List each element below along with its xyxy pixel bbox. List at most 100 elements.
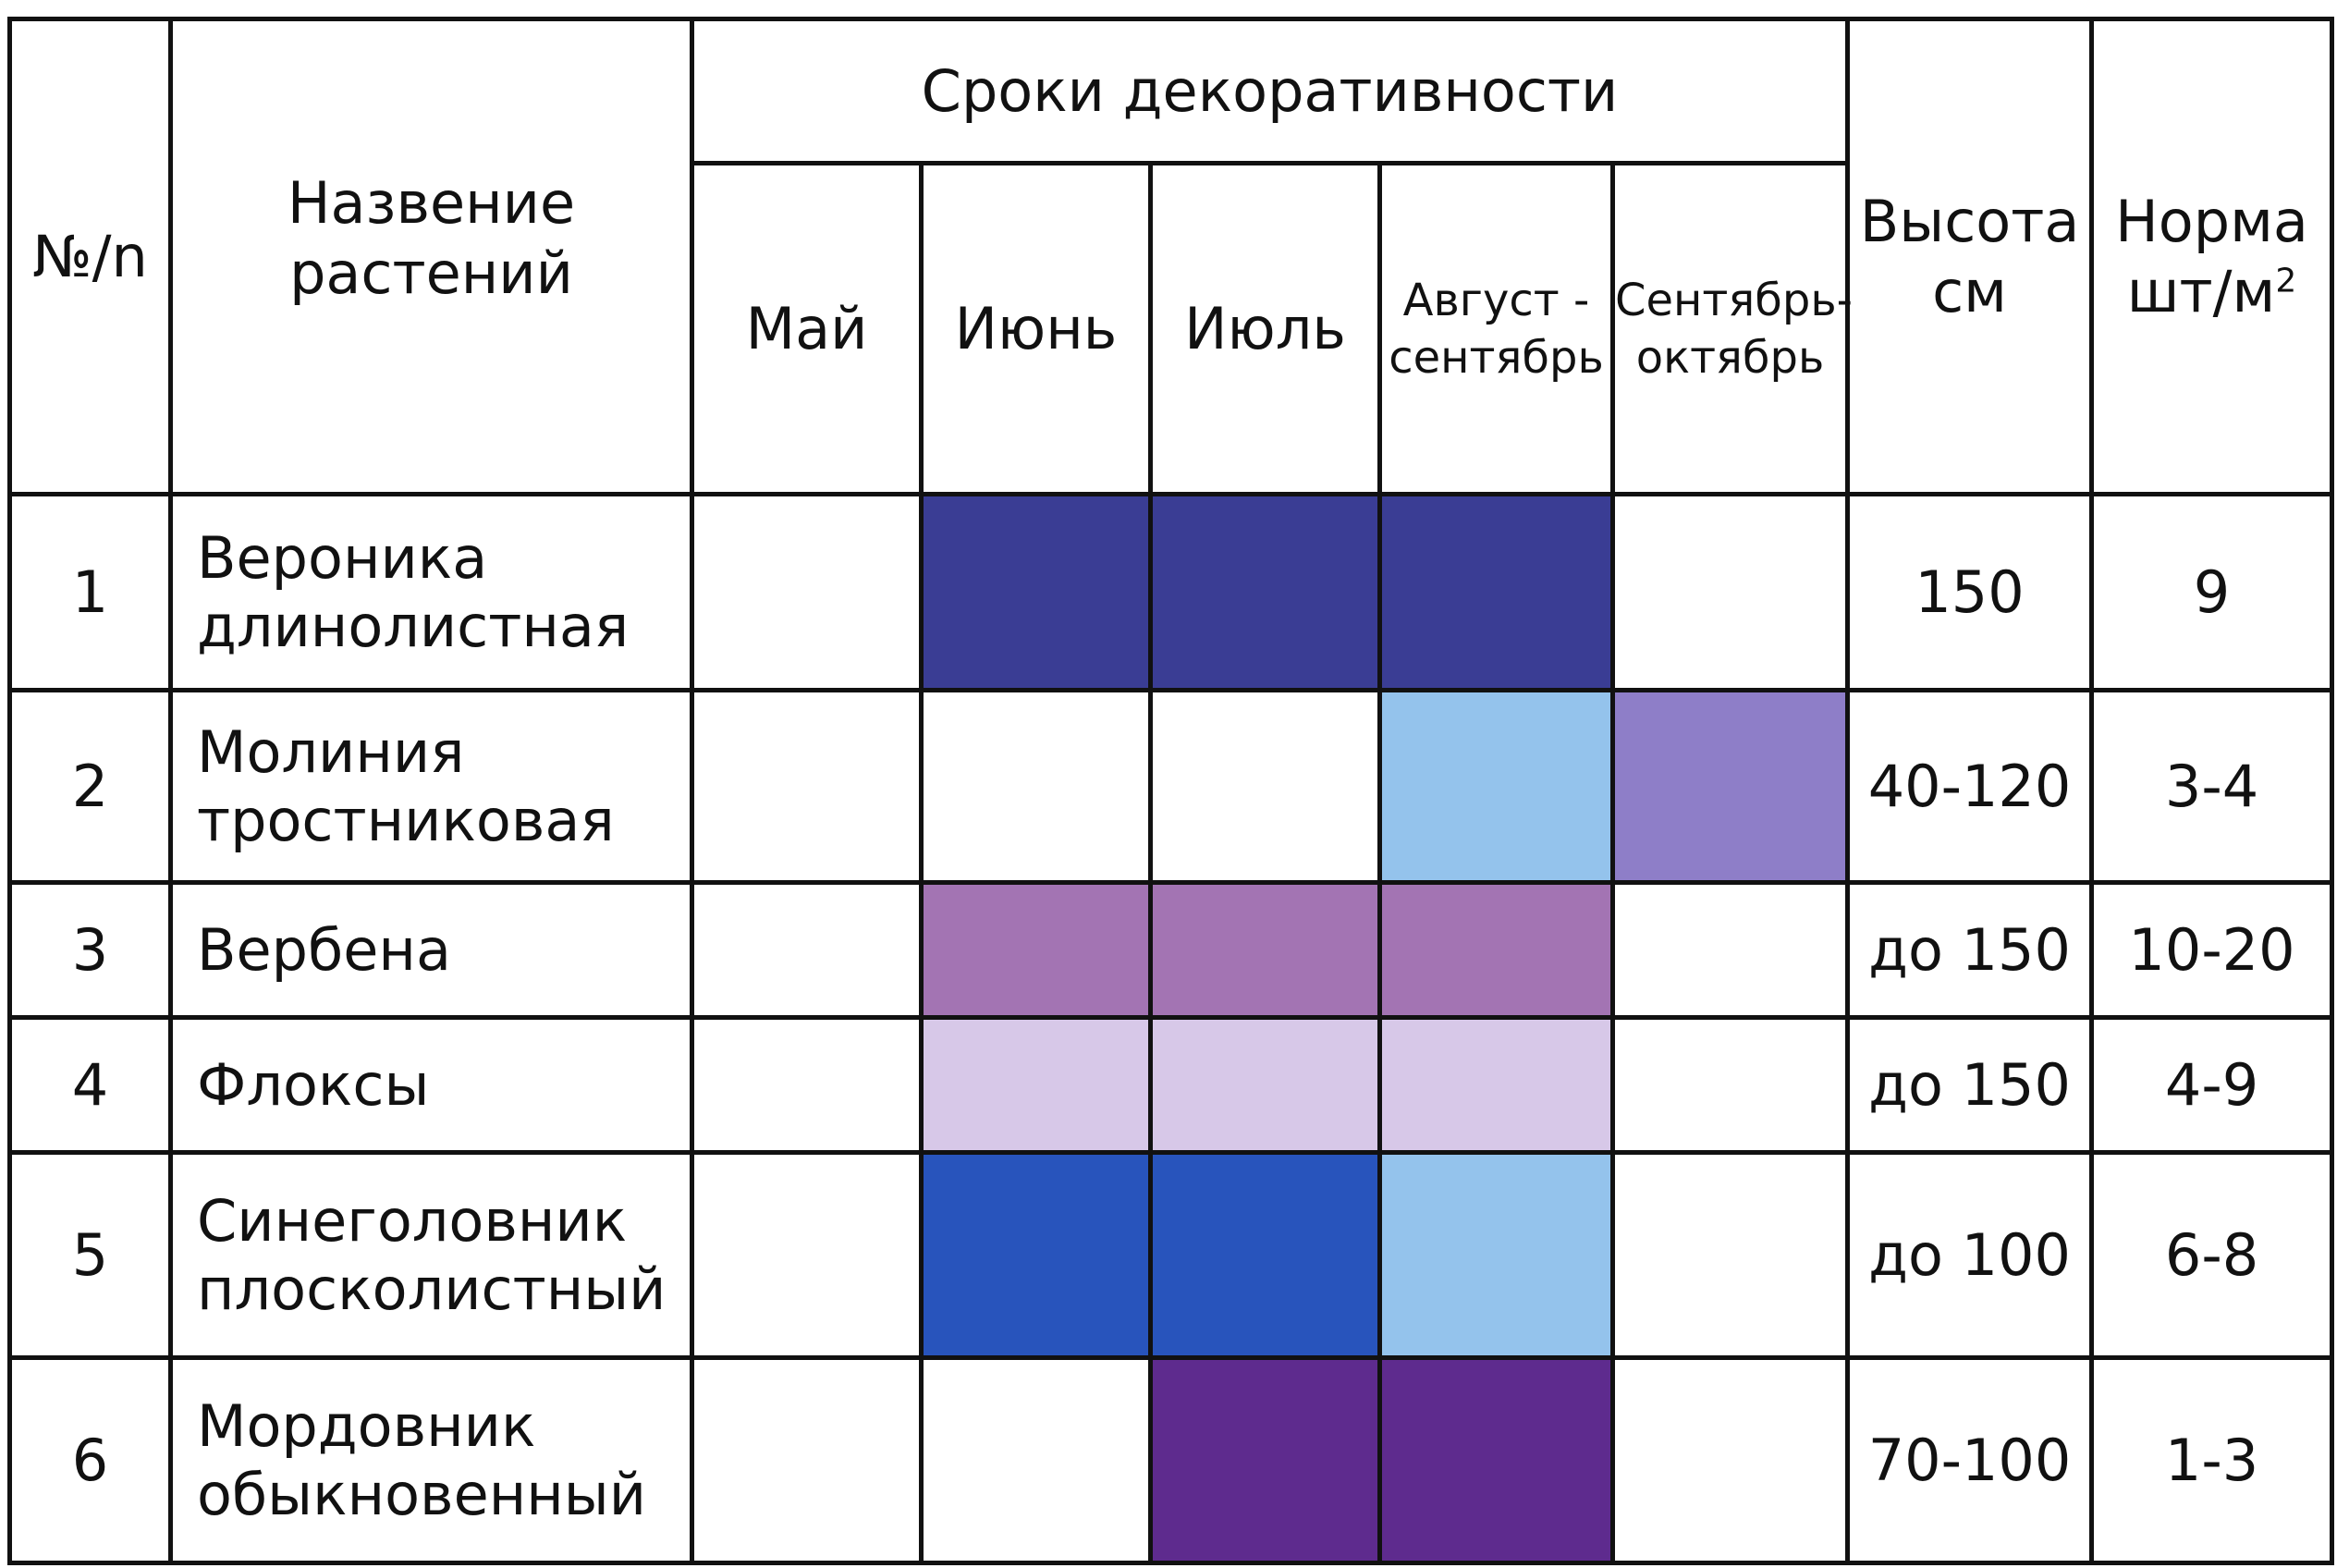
bloom-cell-none (690, 688, 924, 885)
plant-height: 150 (1845, 492, 2095, 692)
bloom-cell-none (690, 1150, 924, 1360)
bloom-cell-dark-indigo (1148, 492, 1382, 692)
plant-name: Вероника длинолистная (168, 492, 694, 692)
plant-height: 70-100 (1845, 1355, 2095, 1565)
header-month-sep-oct: Сентябрь- октябрь (1609, 161, 1853, 496)
header-month-line1: Август - (1402, 274, 1590, 326)
bloom-cell-none (1609, 492, 1851, 692)
plant-name-line2: тростниковая (197, 786, 615, 854)
plant-name: Мордовник обыкновенный (168, 1355, 694, 1565)
header-name-line2: растений (289, 239, 573, 307)
header-month-line1: Сентябрь- (1615, 274, 1853, 326)
header-name-line1: Назвение (287, 168, 576, 237)
header-row-top: №/n Назвение растений Сроки декоративнос… (7, 17, 2335, 496)
bloom-cell-deep-violet (1377, 1355, 1615, 1565)
header-month-july: Июль (1148, 161, 1382, 496)
bloom-cell-orchid (1377, 880, 1615, 1020)
bloom-cell-none (919, 688, 1153, 885)
row-number: 2 (7, 688, 173, 885)
row-number: 3 (7, 880, 173, 1020)
row-number: 1 (7, 492, 173, 692)
bloom-cell-none (1609, 1150, 1851, 1360)
table-row: 5 Синеголовник плосколистный до 100 6-8 (7, 1150, 2335, 1360)
plant-height: до 150 (1845, 880, 2095, 1020)
row-number: 6 (7, 1355, 173, 1565)
header-num: №/n (7, 17, 173, 496)
table-body: 1 Вероника длинолистная 150 9 2 Молиния тростни… (7, 492, 2335, 1565)
bloom-cell-pale-lilac (1148, 1015, 1382, 1155)
header-row-months: Май Июнь Июль Август - сентябрь Сентябрь… (10, 161, 2332, 496)
bloom-cell-none (919, 1355, 1153, 1565)
bloom-cell-none (690, 1015, 924, 1155)
bloom-cell-pale-lilac (919, 1015, 1153, 1155)
header-name: Назвение растений (168, 17, 694, 496)
table-row: 3 Вербена до 150 10-20 (7, 880, 2335, 1020)
plant-name-line1: Мордовник (197, 1391, 536, 1460)
bloom-cell-none (1148, 688, 1382, 885)
plant-name-line2: плосколистный (197, 1255, 667, 1323)
bloom-cell-dark-indigo (919, 492, 1153, 692)
planting-norm: 3-4 (2089, 688, 2335, 885)
bloom-cell-none (690, 880, 924, 1020)
bloom-cell-none (1609, 1355, 1851, 1565)
header-month-june: Июнь (919, 161, 1153, 496)
table-row: 6 Мордовник обыкновенный 70-100 1-3 (7, 1355, 2335, 1565)
header-month-may: Май (690, 161, 924, 496)
bloom-cell-royal-blue (1148, 1150, 1382, 1360)
plant-name-line1: Молиния (197, 717, 465, 786)
plant-name: Молиния тростниковая (168, 688, 694, 885)
table-row: 4 Флоксы до 150 4-9 (7, 1015, 2335, 1155)
decorativeness-table: №/n Назвение растений Сроки декоративнос… (7, 17, 2335, 1565)
header-month-line1: Май (745, 294, 868, 362)
plant-name-line2: обыкновенный (197, 1460, 647, 1528)
bloom-cell-none (690, 1355, 924, 1565)
bloom-cell-orchid (1148, 880, 1382, 1020)
plant-height: 40-120 (1845, 688, 2095, 885)
header-norm-sup: 2 (2275, 261, 2297, 300)
plant-name: Синеголовник плосколистный (168, 1150, 694, 1360)
planting-norm: 4-9 (2089, 1015, 2335, 1155)
header-norm-unit: шт/м (2126, 257, 2276, 325)
bloom-cell-dark-indigo (1377, 492, 1615, 692)
bloom-cell-none (1609, 1015, 1851, 1155)
bloom-cell-deep-violet (1148, 1355, 1382, 1565)
plant-name-line1: Вероника (197, 523, 488, 592)
bloom-cell-lavender-purple (1609, 688, 1851, 885)
plant-height: до 100 (1845, 1150, 2095, 1360)
header-month-line2: сентябрь (1389, 331, 1604, 384)
header-height-line1: Высота (1859, 187, 2080, 255)
header-norm-line2: шт/м2 (2094, 257, 2330, 327)
header-month-line1: Июль (1184, 294, 1346, 362)
bloom-cell-light-sky (1377, 1150, 1615, 1360)
header-decorative-period-label: Сроки декоративности (921, 56, 1619, 125)
planting-norm: 1-3 (2089, 1355, 2335, 1565)
bloom-cell-light-sky (1377, 688, 1615, 885)
header-num-label: №/n (32, 222, 148, 290)
table-container: №/n Назвение растений Сроки декоративнос… (7, 17, 2335, 1565)
plant-height: до 150 (1845, 1015, 2095, 1155)
header-decorative-period: Сроки декоративности (689, 17, 1851, 165)
header-norm: Норма шт/м2 (2089, 17, 2335, 496)
bloom-cell-royal-blue (919, 1150, 1153, 1360)
planting-norm: 10-20 (2089, 880, 2335, 1020)
plant-name-line2: длинолистная (197, 592, 630, 660)
header-height: Высота см (1845, 17, 2095, 496)
header-height-line2: см (1932, 257, 2007, 325)
table-row: 2 Молиния тростниковая 40-120 3-4 (7, 688, 2335, 885)
planting-norm: 9 (2089, 492, 2335, 692)
header-month-aug-sep: Август - сентябрь (1377, 161, 1615, 496)
header-month-line2: октябрь (1635, 331, 1825, 384)
row-number: 4 (7, 1015, 173, 1155)
bloom-cell-orchid (919, 880, 1153, 1020)
plant-name: Вербена (168, 880, 694, 1020)
planting-norm: 6-8 (2089, 1150, 2335, 1360)
header-month-line1: Июнь (954, 294, 1118, 362)
plant-name-line1: Синеголовник (197, 1186, 628, 1255)
plant-name-line1: Вербена (197, 915, 451, 984)
bloom-cell-pale-lilac (1377, 1015, 1615, 1155)
plant-name-line1: Флоксы (197, 1050, 430, 1119)
row-number: 5 (7, 1150, 173, 1360)
plant-name: Флоксы (168, 1015, 694, 1155)
bloom-cell-none (690, 492, 924, 692)
header-norm-line1: Норма (2115, 187, 2308, 255)
